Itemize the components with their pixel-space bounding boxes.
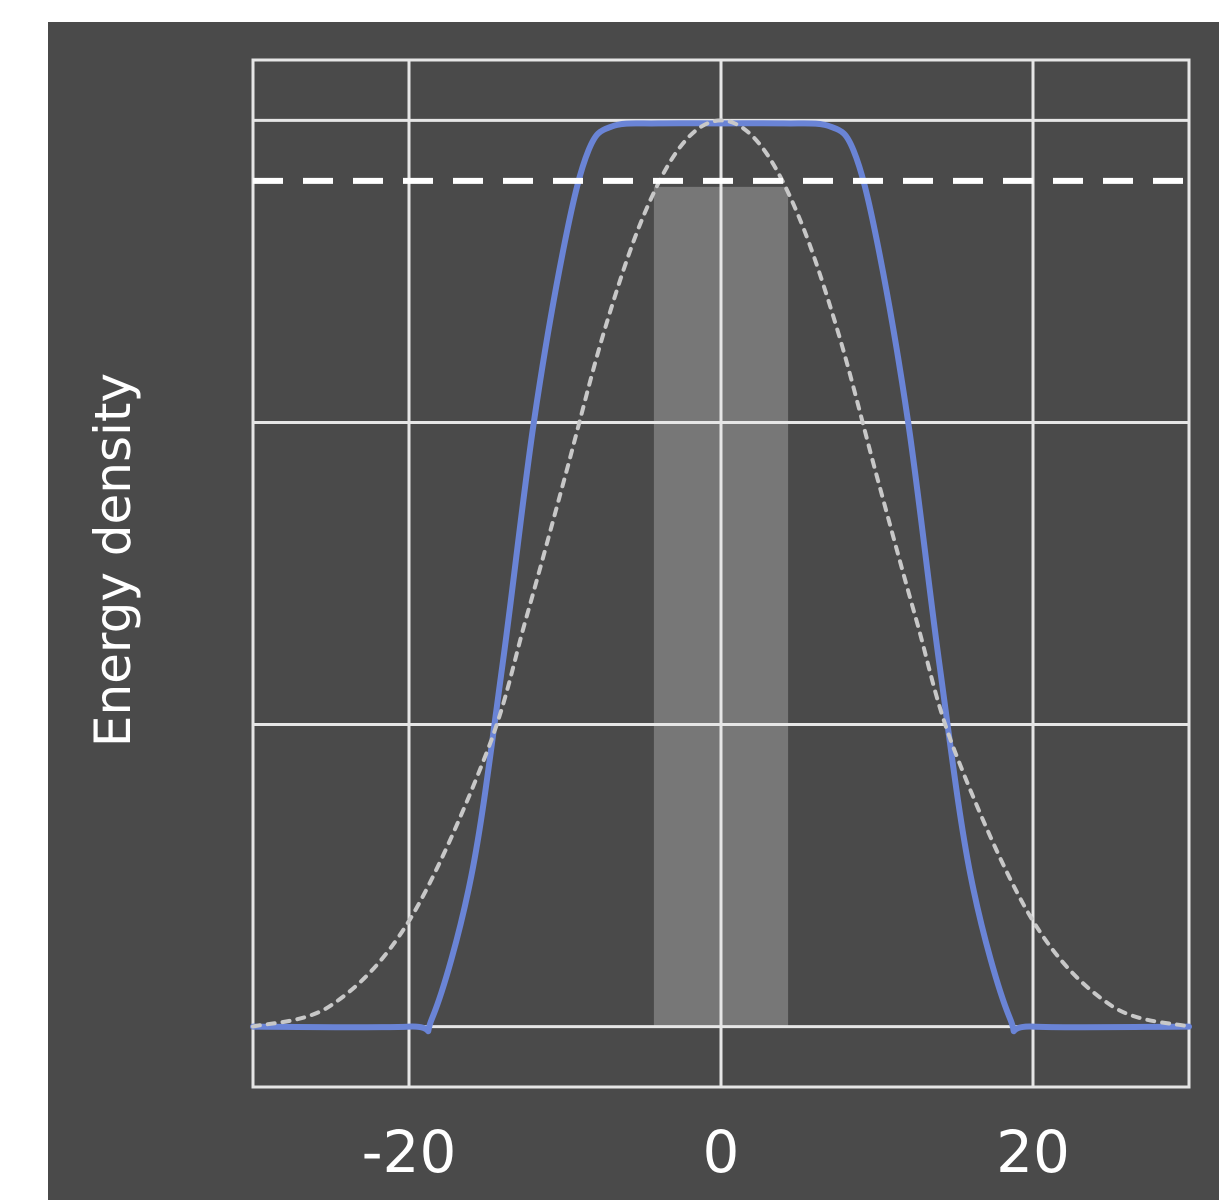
solid-curve	[250, 120, 1192, 1035]
x-tick-label: -20	[362, 1118, 457, 1186]
x-tick-label: 0	[703, 1118, 740, 1186]
x-tick-label: 20	[996, 1118, 1070, 1186]
y-axis-label: Energy density	[84, 373, 142, 747]
dotted-curve	[251, 118, 1191, 1029]
figure-background	[48, 22, 1219, 1200]
